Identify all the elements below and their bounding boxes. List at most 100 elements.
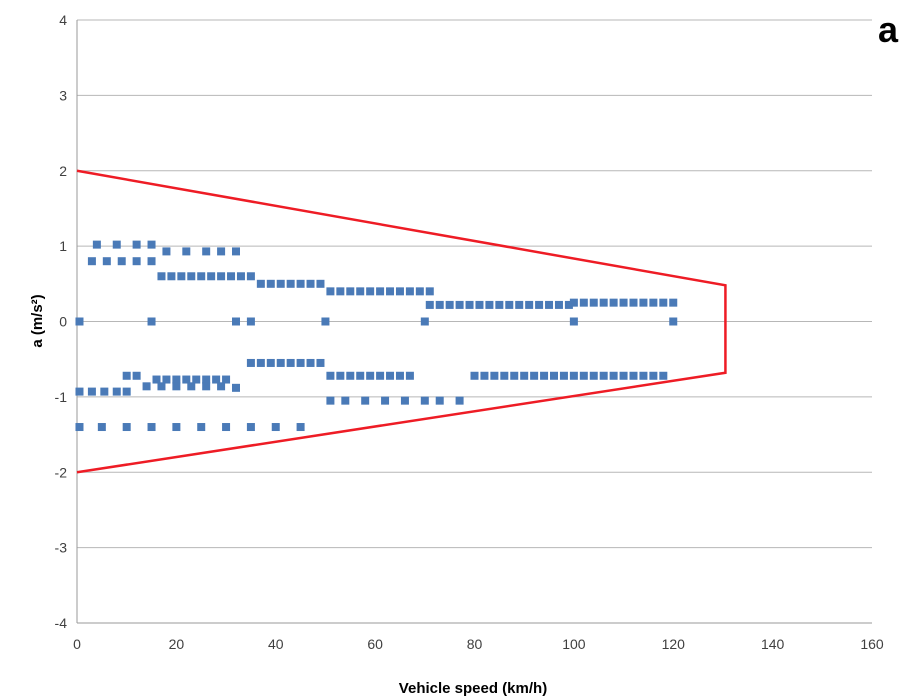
data-point [435,300,444,309]
data-point [554,300,563,309]
data-point [112,240,121,249]
data-point [316,358,325,367]
data-point [435,396,444,405]
data-point [172,382,181,391]
data-point [366,371,375,380]
data-point [182,375,191,384]
data-point [97,423,106,432]
data-point [525,300,534,309]
x-tick-label: 40 [268,636,284,652]
data-point [535,300,544,309]
data-point [589,298,598,307]
data-point [445,300,454,309]
data-point [102,257,111,266]
x-tick-label: 100 [562,636,586,652]
data-point [232,317,240,326]
data-point [420,317,429,326]
data-point [376,287,385,296]
data-point [172,375,181,384]
data-point [122,387,131,396]
data-point [266,358,275,367]
data-point [356,371,365,380]
data-point [425,300,434,309]
y-tick-label: 1 [59,238,67,254]
x-tick-labels: 0 20 40 60 80 100 120 140 160 [73,636,884,652]
data-point [256,279,265,288]
data-point [336,287,345,296]
x-axis-title: Vehicle speed (km/h) [399,680,547,697]
data-point [386,287,395,296]
x-tick-label: 0 [73,636,81,652]
data-point [286,358,295,367]
data-point [122,371,131,380]
data-point [132,371,141,380]
data-point [495,300,504,309]
data-point [530,371,539,380]
y-tick-label: -3 [55,540,68,556]
data-point [639,298,648,307]
data-point [569,298,578,307]
data-point [157,272,166,281]
data-point [515,300,524,309]
data-point [569,371,578,380]
x-tick-label: 140 [761,636,785,652]
panel-label: a [878,9,899,50]
data-point [212,375,221,384]
data-point [569,317,578,326]
acceleration-boundary-line [76,169,727,474]
data-point [246,358,255,367]
data-point [520,371,529,380]
data-point [500,371,509,380]
data-point [326,396,335,405]
data-point [405,287,414,296]
data-point [142,382,151,391]
data-point [286,279,295,288]
y-tick-label: -2 [55,464,68,480]
data-point [246,272,255,281]
data-point [589,371,598,380]
y-axis-title: a (m/s²) [29,294,46,347]
data-point [147,317,156,326]
data-point [579,298,588,307]
data-point [172,423,181,432]
data-point [465,300,474,309]
data-point [629,371,638,380]
data-point [510,371,519,380]
data-point [336,371,345,380]
data-point [341,396,350,405]
data-point [202,375,211,384]
data-point [236,272,245,281]
data-point [356,287,365,296]
data-point [609,371,618,380]
y-tick-label: 2 [59,163,67,179]
data-points [75,240,678,432]
x-tick-label: 120 [662,636,686,652]
data-point [246,423,255,432]
data-point [147,423,156,432]
data-point [192,375,201,384]
data-point [366,287,375,296]
data-point [579,371,588,380]
data-point [564,300,573,309]
data-point [202,382,211,391]
data-point [470,371,479,380]
data-point [550,371,558,380]
data-point [490,371,499,380]
data-point [256,358,265,367]
data-point [395,287,404,296]
data-point [480,371,489,380]
data-point [87,257,96,266]
data-point [147,257,156,266]
data-point [400,396,409,405]
data-point [659,371,668,380]
data-point [75,423,84,432]
data-point [202,247,211,256]
data-point [217,272,226,281]
data-point [326,287,335,296]
data-point [197,272,206,281]
data-point [639,371,648,380]
data-point [162,375,171,384]
x-tick-label: 80 [467,636,483,652]
data-point [386,371,395,380]
